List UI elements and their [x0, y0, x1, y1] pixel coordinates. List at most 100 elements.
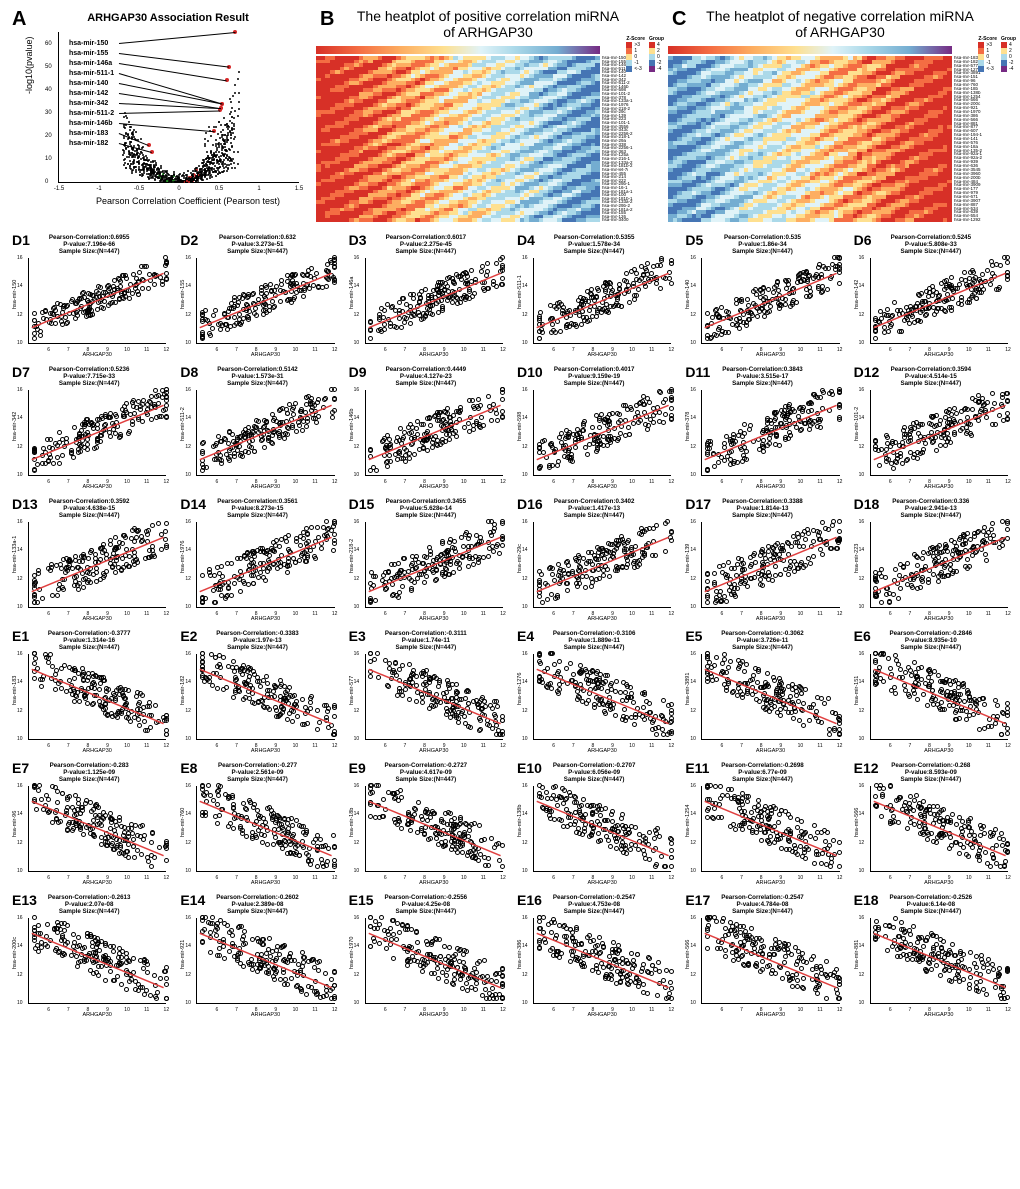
scatter-plot: 678910111210121416: [533, 786, 671, 872]
scatter-xlabel: ARHGAP30: [196, 748, 334, 754]
scatter-plot: 678910111210121416: [365, 654, 503, 740]
scatter-xlabel: ARHGAP30: [701, 484, 839, 490]
scatter-ylabel: hsa-mir-1276: [517, 672, 523, 704]
scatter-plot: 678910111210121416: [28, 786, 166, 872]
scatter-xlabel: ARHGAP30: [28, 748, 166, 754]
scatter-D1: D1Pearson-Correlation:0.6955P-value:7.19…: [8, 232, 170, 360]
scatter-D6: D6Pearson-Correlation:0.5245P-value:5.80…: [850, 232, 1012, 360]
scatter-xlabel: ARHGAP30: [870, 880, 1008, 886]
scatter-plot: 678910111210121416: [365, 390, 503, 476]
scatter-E18: E18Pearson-Correlation:-0.2526P-value:6.…: [850, 892, 1012, 1020]
scatter-plot: 678910111210121416: [701, 654, 839, 740]
scatter-xlabel: ARHGAP30: [365, 880, 503, 886]
scatter-D15: D15Pearson-Correlation:0.3455P-value:5.6…: [345, 496, 507, 624]
scatter-stats: Pearson-Correlation:0.3455P-value:5.628e…: [345, 498, 507, 519]
scatter-xlabel: ARHGAP30: [870, 616, 1008, 622]
scatter-xlabel: ARHGAP30: [533, 352, 671, 358]
scatter-E2: E2Pearson-Correlation:-0.3383P-value:1.9…: [176, 628, 338, 756]
scatter-stats: Pearson-Correlation:0.4449P-value:4.127e…: [345, 366, 507, 387]
scatter-ylabel: hsa-mir-140: [685, 279, 691, 308]
scatter-ylabel: hsa-mir-1970: [349, 936, 355, 968]
scatter-ylabel: hsa-mir-223: [854, 543, 860, 572]
scatter-stats: Pearson-Correlation:0.5236P-value:7.715e…: [8, 366, 170, 387]
scatter-stats: Pearson-Correlation:0.5355P-value:1.578e…: [513, 234, 675, 255]
scatter-plot: 678910111210121416: [533, 258, 671, 344]
scatter-plot: 678910111210121416: [196, 918, 334, 1004]
scatter-stats: Pearson-Correlation:-0.277P-value:2.561e…: [176, 762, 338, 783]
scatter-D4: D4Pearson-Correlation:0.5355P-value:1.57…: [513, 232, 675, 360]
scatter-plot: 678910111210121416: [701, 786, 839, 872]
scatter-stats: Pearson-Correlation:-0.3777P-value:1.314…: [8, 630, 170, 651]
scatter-ylabel: hsa-mir-101-2: [854, 407, 860, 441]
scatter-D7: D7Pearson-Correlation:0.5236P-value:7.71…: [8, 364, 170, 492]
volcano-plot: -1.5-1-0.500.511.50102030405060hsa-mir-1…: [58, 32, 299, 183]
scatter-stats: Pearson-Correlation:-0.268P-value:8.593e…: [850, 762, 1012, 783]
scatter-D11: D11Pearson-Correlation:0.3843P-value:3.5…: [681, 364, 843, 492]
scatter-plot: 678910111210121416: [196, 390, 334, 476]
panel-c-title: The heatplot of negative correlation miR…: [668, 8, 1012, 40]
panel-a: A ARHGAP30 Association Result -log10(pva…: [8, 8, 308, 222]
scatter-stats: Pearson-Correlation:0.3843P-value:3.515e…: [681, 366, 843, 387]
scatter-plot: 678910111210121416: [196, 258, 334, 344]
scatter-D3: D3Pearson-Correlation:0.6017P-value:2.27…: [345, 232, 507, 360]
scatter-stats: Pearson-Correlation:-0.2547P-value:4.784…: [681, 894, 843, 915]
scatter-plot: 678910111210121416: [870, 390, 1008, 476]
scatter-plot: 678910111210121416: [533, 522, 671, 608]
scatter-xlabel: ARHGAP30: [870, 748, 1008, 754]
scatter-stats: Pearson-Correlation:0.6955P-value:7.196e…: [8, 234, 170, 255]
panel-b: B The heatplot of positive correlation m…: [316, 8, 660, 222]
scatter-plot: 678910111210121416: [701, 390, 839, 476]
scatter-stats: Pearson-Correlation:-0.3111P-value:1.74e…: [345, 630, 507, 651]
scatter-ylabel: hsa-mir-150: [12, 279, 18, 308]
scatter-stats: Pearson-Correlation:0.3594P-value:4.514e…: [850, 366, 1012, 387]
scatter-plot: 678910111210121416: [28, 258, 166, 344]
scatter-stats: Pearson-Correlation:-0.2727P-value:4.617…: [345, 762, 507, 783]
scatter-plot: 678910111210121416: [870, 258, 1008, 344]
scatter-ylabel: hsa-mir-577: [349, 675, 355, 704]
scatter-plot: 678910111210121416: [365, 786, 503, 872]
scatter-ylabel: hsa-mir-511-2: [180, 407, 186, 441]
scatter-D14: D14Pearson-Correlation:0.3561P-value:8.2…: [176, 496, 338, 624]
scatter-stats: Pearson-Correlation:-0.3106P-value:1.889…: [513, 630, 675, 651]
scatter-ylabel: hsa-mir-146b: [349, 408, 355, 440]
volcano-x-label: Pearson Correlation Coefficient (Pearson…: [68, 196, 308, 206]
scatter-E4: E4Pearson-Correlation:-0.3106P-value:1.8…: [513, 628, 675, 756]
scatter-E15: E15Pearson-Correlation:-0.2556P-value:4.…: [345, 892, 507, 1020]
scatter-stats: Pearson-Correlation:-0.2846P-value:8.935…: [850, 630, 1012, 651]
top-row: A ARHGAP30 Association Result -log10(pva…: [8, 8, 1012, 222]
scatter-ylabel: hsa-mir-138b: [517, 804, 523, 836]
scatter-D13: D13Pearson-Correlation:0.3592P-value:4.6…: [8, 496, 170, 624]
scatter-E11: E11Pearson-Correlation:-0.2698P-value:6.…: [681, 760, 843, 888]
scatter-plot: 678910111210121416: [870, 918, 1008, 1004]
scatter-stats: Pearson-Correlation:0.6017P-value:2.275e…: [345, 234, 507, 255]
scatter-ylabel: hsa-mir-200c: [12, 937, 18, 969]
scatter-ylabel: hsa-mir-155: [180, 279, 186, 308]
scatter-D2: D2Pearson-Correlation:0.632P-value:3.273…: [176, 232, 338, 360]
scatter-D16: D16Pearson-Correlation:0.3402P-value:1.4…: [513, 496, 675, 624]
scatter-plot: 678910111210121416: [365, 258, 503, 344]
scatter-xlabel: ARHGAP30: [701, 352, 839, 358]
scatter-plot: 678910111210121416: [701, 918, 839, 1004]
scatter-stats: Pearson-Correlation:0.5142P-value:1.573e…: [176, 366, 338, 387]
scatter-E14: E14Pearson-Correlation:-0.2602P-value:2.…: [176, 892, 338, 1020]
scatter-xlabel: ARHGAP30: [365, 616, 503, 622]
scatter-plot: 678910111210121416: [196, 786, 334, 872]
scatter-xlabel: ARHGAP30: [870, 352, 1008, 358]
panel-c-label: C: [672, 8, 686, 31]
scatter-D8: D8Pearson-Correlation:0.5142P-value:1.57…: [176, 364, 338, 492]
panel-b-title: The heatplot of positive correlation miR…: [316, 8, 660, 40]
scatter-xlabel: ARHGAP30: [365, 484, 503, 490]
scatter-stats: Pearson-Correlation:-0.2698P-value:6.77e…: [681, 762, 843, 783]
scatter-D5: D5Pearson-Correlation:0.535P-value:1.86e…: [681, 232, 843, 360]
scatter-ylabel: hsa-mir-342: [12, 411, 18, 440]
scatter-ylabel: hsa-mir-1976: [180, 540, 186, 572]
scatter-plot: 678910111210121416: [533, 918, 671, 1004]
panel-a-title: ARHGAP30 Association Result: [28, 12, 308, 24]
scatter-stats: Pearson-Correlation:-0.2613P-value:2.07e…: [8, 894, 170, 915]
scatter-xlabel: ARHGAP30: [28, 352, 166, 358]
heatplot-b: hsa-mir-150hsa-mir-155hsa-mir-146ahsa-mi…: [316, 42, 660, 222]
scatter-stats: Pearson-Correlation:0.5245P-value:5.808e…: [850, 234, 1012, 255]
scatter-D17: D17Pearson-Correlation:0.3388P-value:1.8…: [681, 496, 843, 624]
panel-b-title-text: The heatplot of positive correlation miR…: [357, 8, 619, 40]
scatter-E13: E13Pearson-Correlation:-0.2613P-value:2.…: [8, 892, 170, 1020]
